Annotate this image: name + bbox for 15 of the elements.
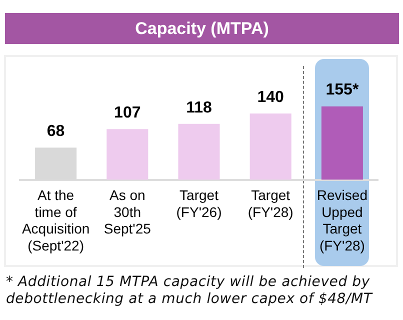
x-tick-label: Target (FY'28) <box>248 187 294 220</box>
data-label: 155* <box>326 82 360 99</box>
data-label: 118 <box>186 99 212 116</box>
x-tick-label: Revised Upped Target (FY'28) <box>316 187 368 254</box>
bar <box>250 113 292 180</box>
chart-title: Capacity (MTPA) <box>5 13 399 44</box>
data-label: 140 <box>257 88 284 106</box>
bar <box>106 129 148 180</box>
text: * Additional 15 MTPA capacity will be achieved by debottlenecking at a much lower capex of $48/MT <box>6 274 374 308</box>
data-label: 107 <box>114 104 141 122</box>
x-tick-label: As on 30th Sept'25 <box>104 187 152 237</box>
data-label: 68 <box>46 122 65 140</box>
bar <box>178 124 220 180</box>
x-tick-label: At the time of Acquisition (Sept'22) <box>22 187 90 254</box>
x-tick-label: Target (FY'26) <box>176 187 222 220</box>
